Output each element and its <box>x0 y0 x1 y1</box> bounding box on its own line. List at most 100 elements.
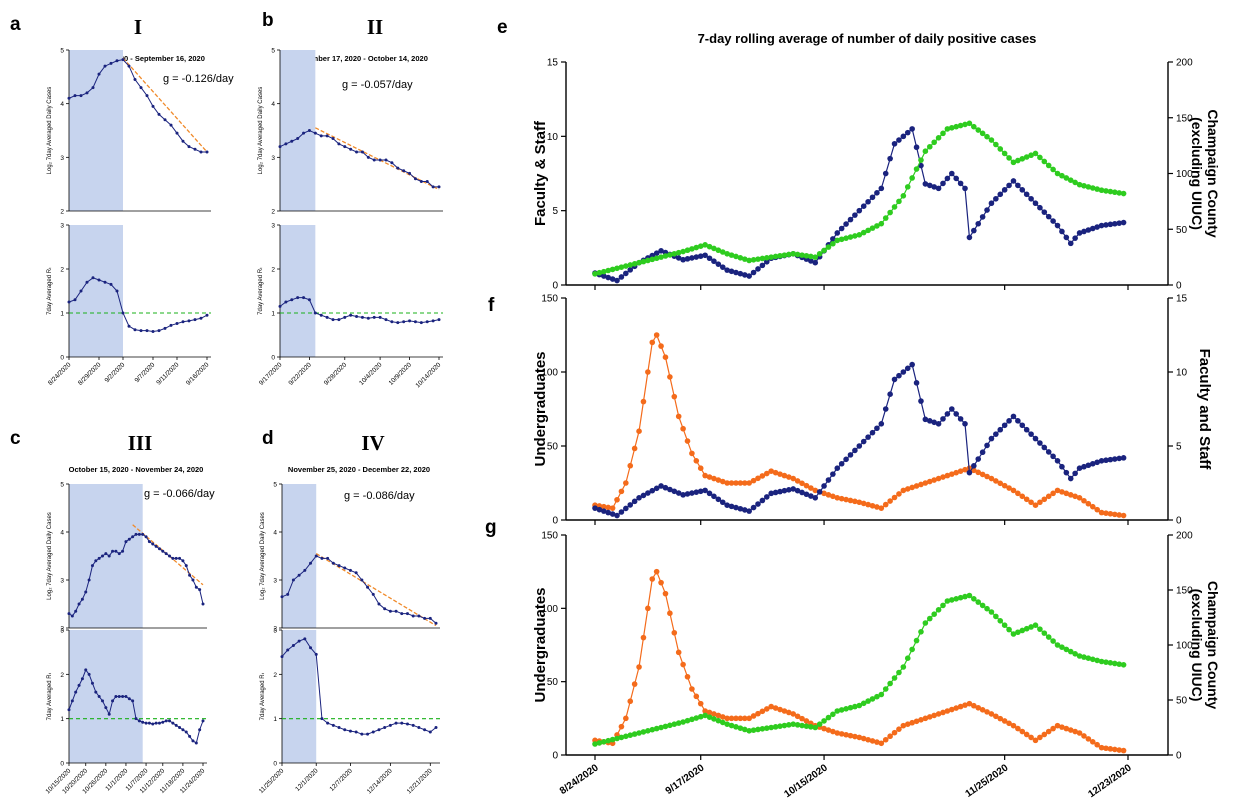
data-point <box>746 728 752 734</box>
data-point <box>1120 662 1127 668</box>
shaded-window <box>282 484 317 628</box>
data-point <box>733 504 739 511</box>
data-point <box>1063 234 1070 241</box>
data-point <box>856 443 863 449</box>
data-point <box>1067 475 1074 482</box>
data-point <box>821 483 827 489</box>
data-point <box>636 495 642 501</box>
data-point <box>975 127 982 133</box>
data-point <box>77 683 81 687</box>
data-point <box>1019 728 1026 735</box>
data-point <box>623 733 629 740</box>
data-point <box>913 483 920 489</box>
data-point <box>653 485 660 492</box>
panel-b: b II September 17, 2020 - October 14, 2020… <box>258 10 443 389</box>
data-point <box>137 532 141 536</box>
data-point <box>966 234 973 241</box>
data-point <box>286 592 290 596</box>
data-point <box>605 267 612 274</box>
data-point <box>697 713 704 720</box>
data-point <box>144 535 148 539</box>
data-point <box>151 722 155 726</box>
data-point <box>1116 190 1122 196</box>
panel-letter: d <box>262 428 274 449</box>
data-point <box>689 490 695 496</box>
data-point <box>971 123 977 130</box>
data-point <box>649 576 656 582</box>
x-tick-label: 11/25/2020 <box>258 767 286 795</box>
data-point <box>909 719 915 726</box>
data-point <box>1041 630 1048 636</box>
data-point <box>808 724 814 730</box>
data-point <box>953 123 960 130</box>
data-point <box>147 721 151 725</box>
data-point <box>645 490 651 496</box>
data-point <box>194 585 198 589</box>
left-y-tick-label: 0 <box>552 751 558 762</box>
data-point <box>799 715 805 722</box>
data-point <box>966 592 973 599</box>
y-axis-label: Log₂ 7day Averaged Daily Cases <box>47 87 53 175</box>
x-tick-label: 12/23/2020 <box>1086 762 1134 800</box>
data-point <box>865 736 871 743</box>
data-point <box>763 259 770 265</box>
data-point <box>741 726 748 733</box>
data-point <box>697 243 704 249</box>
data-point <box>343 315 347 319</box>
data-point <box>931 712 937 719</box>
panel-f: f 0 50 100 150 0 5 10 15 Undergraduates Faculty an… <box>488 294 1213 527</box>
data-point <box>971 227 977 234</box>
data-point <box>684 256 691 262</box>
data-point <box>684 717 691 724</box>
data-point <box>205 313 209 317</box>
data-point <box>808 258 814 264</box>
data-point <box>697 253 704 259</box>
data-point <box>887 498 893 504</box>
data-point <box>348 729 352 733</box>
data-point <box>772 469 779 476</box>
shaded-window <box>282 630 317 763</box>
data-point <box>702 252 708 259</box>
data-point <box>388 609 392 613</box>
data-point <box>157 721 161 725</box>
data-point <box>838 707 845 713</box>
y-tick-label: 4 <box>273 530 277 537</box>
y-tick-label: 3 <box>271 223 275 230</box>
data-point <box>940 709 946 716</box>
data-point <box>90 564 94 568</box>
data-point <box>1120 747 1127 754</box>
data-point <box>290 139 294 143</box>
data-point <box>799 722 805 729</box>
data-point <box>84 590 88 594</box>
data-point <box>354 730 358 734</box>
data-point <box>891 204 898 210</box>
data-point <box>768 254 774 260</box>
data-point <box>623 480 629 486</box>
data-point <box>80 677 84 681</box>
data-point <box>979 449 986 456</box>
data-point <box>151 329 155 333</box>
data-point <box>755 710 761 717</box>
data-point <box>781 252 788 258</box>
data-point <box>1116 512 1122 518</box>
data-point <box>371 730 375 734</box>
x-tick-label: 9/17/2020 <box>664 762 707 797</box>
y-tick-label: 3 <box>273 578 277 585</box>
data-point <box>614 735 620 742</box>
y-tick-label: 3 <box>273 628 277 635</box>
data-point <box>830 493 836 500</box>
data-point <box>860 700 867 707</box>
x-tick-label: 12/1/2020 <box>294 767 320 793</box>
data-point <box>107 712 111 716</box>
period-date-range: October 15, 2020 - November 24, 2020 <box>69 465 204 474</box>
data-point <box>1050 453 1056 460</box>
data-point <box>1085 227 1092 233</box>
data-point <box>711 716 717 722</box>
left-axis-label: Faculty & Staff <box>532 120 549 226</box>
data-point <box>680 256 686 263</box>
data-point <box>1050 725 1056 732</box>
left-y-tick-label: 50 <box>547 442 559 453</box>
data-point <box>394 609 398 613</box>
